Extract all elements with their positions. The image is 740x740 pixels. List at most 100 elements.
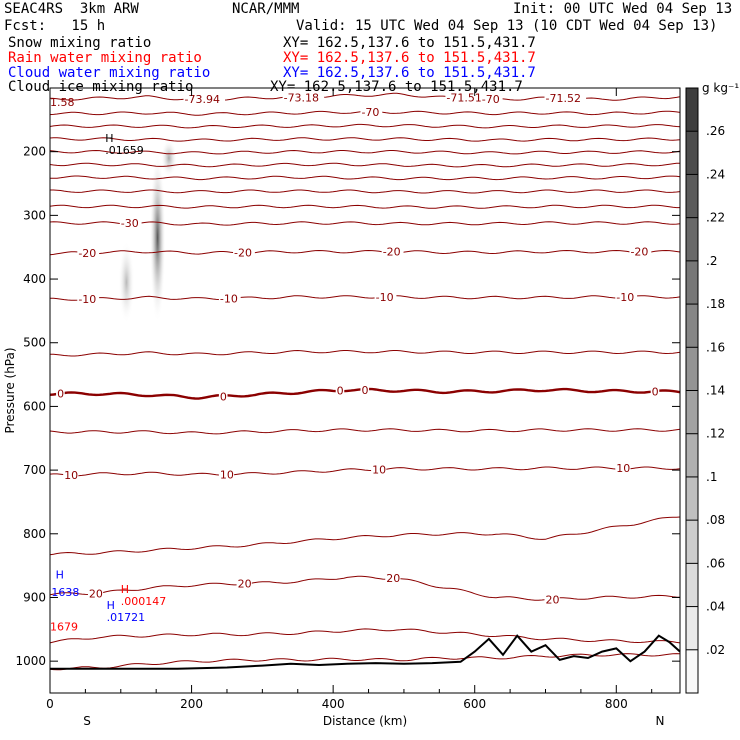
contour-label-bg [77,293,100,306]
terrain-line [50,634,681,670]
max-annotation: 1.58 [50,96,75,109]
valid-time: Valid: 15 UTC Wed 04 Sep 13 (10 CDT Wed … [296,18,718,34]
colorbar-tick-label: .1 [706,470,717,484]
field-xy-snow: XY= 162.5,137.6 to 151.5,431.7 [283,35,536,51]
forecast-hour: Fcst: 15 h [4,18,106,34]
colorbar-segment [686,563,698,608]
temperature-contour [49,249,681,256]
hydrometeor-column [160,138,177,178]
axes: 0 200 400 600 800200300400500600700800900100… [3,88,680,728]
max-annotation: H [56,568,64,581]
temperature-contour [49,653,681,671]
x-tick-label: 0 [46,697,54,711]
temperature-contour [50,175,681,181]
north-end-label: N [656,714,665,728]
y-tick-label: 400 [23,272,46,286]
colorbar-segment [686,606,698,651]
colorbar-segment [686,390,698,435]
colorbar-segment [686,520,698,564]
max-annotation: .01721 [107,611,146,624]
contour-label: -10 [376,291,394,304]
colorbar-tick-label: .2 [706,254,717,268]
temperature-contour [49,162,681,168]
contour-label-bg [183,93,226,106]
colorbar-tick-label: .08 [706,513,725,527]
contour-label-bg [381,245,404,258]
contour-label-bg [650,385,660,398]
x-tick-label: 200 [180,697,203,711]
colorbar-tick-label: .24 [706,167,725,181]
field-name-cloud-ice: Cloud ice mixing ratio [8,79,194,95]
contour-label: 0 [361,384,368,397]
contour-label-bg [236,577,252,590]
field-xy-cloud-ice: XY= 162.5,137.6 to 151.5,431.7 [270,79,523,95]
colorbar-segment [686,174,698,219]
init-time: Init: 00 UTC Wed 04 Sep 13 [513,1,733,17]
contour-labels: -73.94 -73.18 -71.51 -70 -71.52-70-30-20 -20-… [56,91,660,606]
x-axis-label: Distance (km) [323,714,407,728]
south-end-label: S [83,714,91,728]
hydrometeor-column [149,151,166,324]
contour-label: -10 [78,293,96,306]
temperature-contour [49,137,681,142]
temperature-contour [49,295,681,301]
contour-label: -73.94 [184,93,219,106]
temperature-contour [50,189,681,194]
contour-label: 0 [652,386,659,399]
contour-label: 10 [64,469,78,482]
colorbar-segment [686,476,698,521]
temperature-contours [49,92,681,671]
contour-label-bg [87,587,104,600]
y-tick-label: 500 [23,336,46,350]
colorbar-segment [686,260,698,305]
contour-label-bg [445,91,488,104]
temperature-contour [49,204,680,209]
temperature-contour [49,466,681,477]
contour-label-bg [63,468,79,481]
contour-label: -71.52 [546,92,581,105]
x-tick-label: 600 [463,697,486,711]
x-tick-label: 800 [605,697,628,711]
x-tick-label: 400 [322,697,345,711]
colorbar-unit: g kg⁻¹ [702,81,739,95]
contour-label: -70 [482,93,500,106]
colorbar-tick-label: .22 [706,211,725,225]
contour-label: 10 [372,463,386,476]
max-annotation: H [107,599,115,612]
contour-label-bg [480,92,503,105]
left-title: SEAC4RS 3km ARW [4,1,139,17]
y-tick-label: 600 [23,399,46,413]
colorbar-segment [686,131,698,175]
temperature-contour [49,628,681,644]
contour-label-bg [544,593,560,606]
colorbar-tick-label: .02 [706,643,725,657]
max-annotation: H [121,583,129,596]
contour-label: -30 [121,217,139,230]
colorbar-tick-label: .12 [706,427,725,441]
contour-label: -10 [220,293,238,306]
contour-label: -20 [234,246,252,259]
contour-label: 0 [57,388,64,401]
temperature-contour [49,575,681,601]
contour-label-bg [615,290,638,303]
colorbar-segment [686,347,698,391]
y-tick-label: 800 [23,527,46,541]
contour-label-bg [77,246,100,259]
contour-label: -20 [630,246,648,259]
contour-label-bg [371,463,387,476]
contour-label: 10 [616,462,630,475]
contour-label-bg [629,245,652,258]
y-tick-label: 900 [23,590,46,604]
contour-label-bg [218,390,228,403]
contour-label: 20 [238,578,252,591]
contour-label: -70 [361,106,379,119]
max-annotation: H [105,132,113,145]
max-annotation: .000147 [121,595,167,608]
contour-label-bg [119,217,142,230]
contour-label: 20 [89,587,103,600]
colorbar-segment [686,88,698,132]
colorbar-segment [686,649,698,694]
y-tick-label: 700 [23,463,46,477]
